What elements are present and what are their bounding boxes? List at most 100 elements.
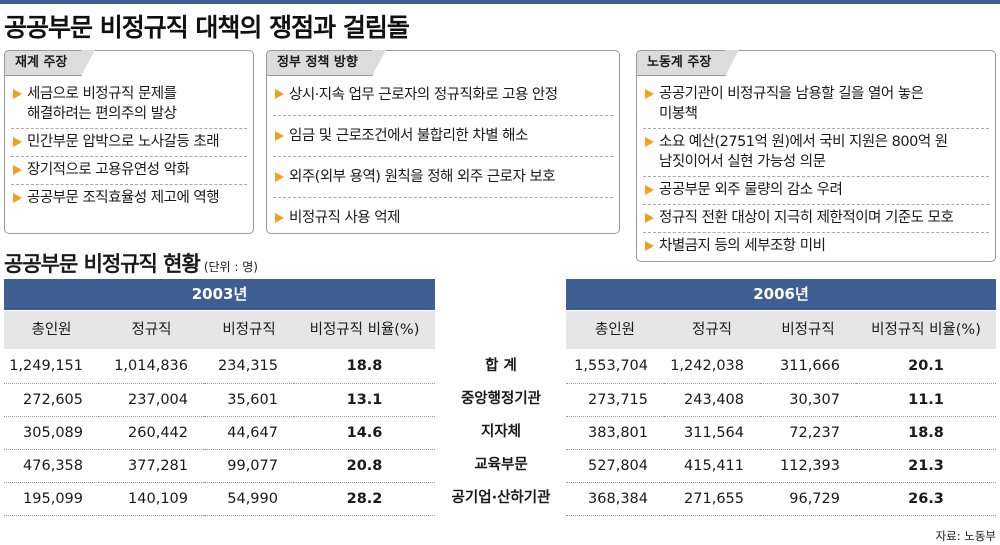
column-header: 총인원 — [594, 322, 636, 338]
list-item: 장기적으로 고용유연성 악화 — [11, 157, 247, 185]
column-headers-2006: 총인원 정규직 비정규직 비정규직 비율(%) — [566, 311, 996, 349]
year-header-2003: 2003년 — [4, 279, 435, 310]
table-2003: 1,249,151 1,014,836 234,315 18.8 272,605 237,… — [4, 350, 435, 516]
ratio-cell: 11.1 — [856, 383, 996, 417]
row-label-total: 합 계 — [485, 358, 517, 374]
list-item: 임금 및 근로조건에서 불합리한 차별 해소 — [273, 116, 613, 157]
table-cell: 1,553,704 — [566, 350, 664, 384]
ratio-cell: 18.8 — [294, 350, 435, 384]
arrow-bullet-icon — [13, 137, 22, 147]
table-cell: 415,411 — [664, 449, 760, 483]
panel-labor-label: 노동계 주장 — [636, 50, 740, 76]
arrow-bullet-icon — [275, 131, 284, 141]
list-item: 소요 예산(2751억 원)에서 국비 지원은 800억 원 남짓이어서 실현 가… — [643, 129, 989, 177]
table-cell: 234,315 — [204, 350, 294, 384]
ratio-cell: 21.3 — [856, 449, 996, 483]
ratio-cell: 13.1 — [294, 383, 435, 417]
page-title: 공공부문 비정규직 대책의 쟁점과 걸림돌 — [4, 13, 410, 42]
panel-business: 재계 주장 세금으로 비정규직 문제를 해결하려는 편의주의 발상 민간부문 압박… — [4, 50, 254, 234]
table-row: 195,099 140,109 54,990 28.2 — [4, 482, 435, 516]
list-item: 외주(외부 용역) 원칙을 정해 외주 근로자 보호 — [273, 157, 613, 198]
arrow-bullet-icon — [13, 89, 22, 99]
row-label-public-corp: 공기업·산하기관 — [451, 490, 551, 506]
ratio-cell: 26.3 — [856, 482, 996, 516]
ratio-cell: 28.2 — [294, 482, 435, 516]
year-header-2006: 2006년 — [566, 279, 996, 310]
table-cell: 237,004 — [99, 383, 204, 417]
table-cell: 273,715 — [566, 383, 664, 417]
unit-label: (단위 : 명) — [203, 260, 258, 274]
row-label-local: 지자체 — [480, 424, 522, 440]
arrow-bullet-icon — [645, 89, 654, 99]
arrow-bullet-icon — [645, 185, 654, 195]
arrow-bullet-icon — [13, 165, 22, 175]
list-item: 민간부문 압박으로 노사갈등 초래 — [11, 129, 247, 157]
panel-business-label: 재계 주장 — [4, 50, 96, 76]
ratio-cell: 20.8 — [294, 449, 435, 483]
list-item: 비정규직 사용 억제 — [273, 198, 613, 232]
table-cell: 54,990 — [204, 482, 294, 516]
table-row: 368,384 271,655 96,729 26.3 — [566, 482, 996, 516]
column-header: 정규직 — [691, 322, 733, 338]
table-row: 1,553,704 1,242,038 311,666 20.1 — [566, 350, 996, 384]
table-row: 273,715 243,408 30,307 11.1 — [566, 383, 996, 417]
table-cell: 272,605 — [4, 383, 99, 417]
source-note: 자료: 노동부 — [935, 529, 996, 543]
table-row: 272,605 237,004 35,601 13.1 — [4, 383, 435, 417]
table-2006: 1,553,704 1,242,038 311,666 20.1 273,715 243,… — [566, 350, 996, 516]
table-cell: 260,442 — [99, 416, 204, 450]
arrow-bullet-icon — [13, 193, 22, 203]
list-item: 상시·지속 업무 근로자의 정규직화로 고용 안정 — [273, 81, 613, 116]
row-label-central: 중앙행정기관 — [460, 391, 542, 407]
table-cell: 377,281 — [99, 449, 204, 483]
table-cell: 311,666 — [760, 350, 856, 384]
list-item: 차별금지 등의 세부조항 미비 — [643, 233, 989, 260]
table-cell: 96,729 — [760, 482, 856, 516]
table-title: 공공부문 비정규직 현황 (단위 : 명) — [4, 252, 258, 276]
arrow-bullet-icon — [275, 213, 284, 223]
table-cell: 30,307 — [760, 383, 856, 417]
panel-labor: 노동계 주장 공공기관이 비정규직을 남용할 길을 열어 놓은 미봉책 소요 예산… — [636, 50, 996, 262]
table-cell: 1,242,038 — [664, 350, 760, 384]
table-row: 383,801 311,564 72,237 18.8 — [566, 416, 996, 450]
arrow-bullet-icon — [645, 241, 654, 251]
list-item: 공공부문 외주 물량의 감소 우려 — [643, 177, 989, 205]
table-cell: 527,804 — [566, 449, 664, 483]
table-cell: 383,801 — [566, 416, 664, 450]
panel-government-label: 정부 정책 방향 — [266, 50, 386, 76]
arrow-bullet-icon — [645, 137, 654, 147]
table-row: 527,804 415,411 112,393 21.3 — [566, 449, 996, 483]
column-header: 비정규직 — [222, 322, 276, 338]
table-cell: 368,384 — [566, 482, 664, 516]
list-item: 세금으로 비정규직 문제를 해결하려는 편의주의 발상 — [11, 81, 247, 129]
table-cell: 1,249,151 — [4, 350, 99, 384]
column-header: 비정규직 비율(%) — [871, 322, 981, 338]
table-cell: 72,237 — [760, 416, 856, 450]
list-item: 정규직 전환 대상이 지극히 제한적이며 기준도 모호 — [643, 205, 989, 233]
column-header: 비정규직 비율(%) — [309, 322, 420, 338]
ratio-cell: 14.6 — [294, 416, 435, 450]
table-row: 1,249,151 1,014,836 234,315 18.8 — [4, 350, 435, 384]
column-header: 비정규직 — [781, 322, 835, 338]
list-item: 공공부문 조직효율성 제고에 역행 — [11, 185, 247, 212]
table-cell: 44,647 — [204, 416, 294, 450]
table-cell: 271,655 — [664, 482, 760, 516]
ratio-cell: 20.1 — [856, 350, 996, 384]
panel-government: 정부 정책 방향 상시·지속 업무 근로자의 정규직화로 고용 안정 임금 및 … — [266, 50, 620, 234]
table-row: 476,358 377,281 99,077 20.8 — [4, 449, 435, 483]
table-cell: 99,077 — [204, 449, 294, 483]
table-cell: 305,089 — [4, 416, 99, 450]
row-label-education: 교육부문 — [474, 457, 528, 473]
table-cell: 1,014,836 — [99, 350, 204, 384]
arrow-bullet-icon — [275, 172, 284, 182]
table-cell: 243,408 — [664, 383, 760, 417]
column-headers-2003: 총인원 정규직 비정규직 비정규직 비율(%) — [4, 311, 435, 349]
table-cell: 140,109 — [99, 482, 204, 516]
column-header: 정규직 — [131, 322, 172, 338]
table-cell: 311,564 — [664, 416, 760, 450]
column-header: 총인원 — [31, 322, 72, 338]
ratio-cell: 18.8 — [856, 416, 996, 450]
list-item: 공공기관이 비정규직을 남용할 길을 열어 놓은 미봉책 — [643, 81, 989, 129]
table-cell: 195,099 — [4, 482, 99, 516]
table-cell: 476,358 — [4, 449, 99, 483]
